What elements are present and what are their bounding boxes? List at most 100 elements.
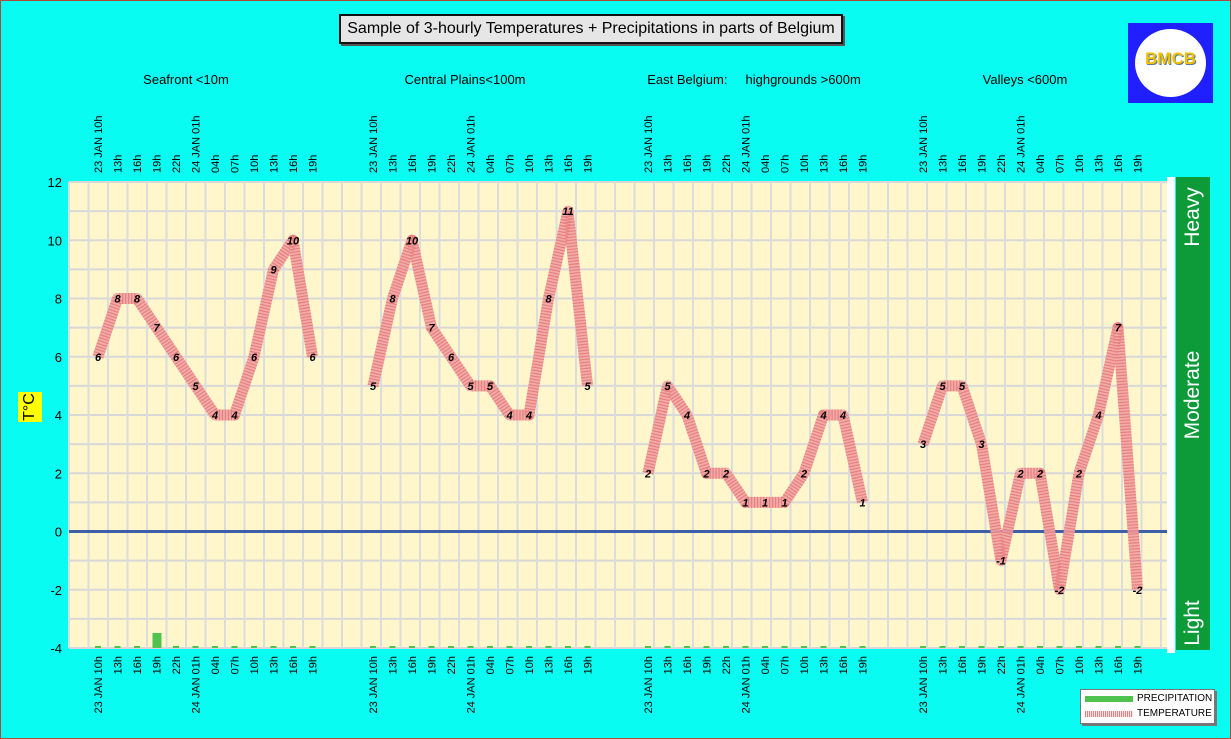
y-axis-label-text: T°C: [21, 393, 38, 421]
temperature-value-label: 9: [270, 264, 277, 276]
x-tick-label-top: 22h: [446, 155, 458, 173]
x-tick-label-bottom: 16h: [1113, 656, 1125, 674]
bmcb-logo: BMCB: [1128, 23, 1213, 103]
x-tick-label-top: 16h: [1113, 155, 1125, 173]
x-tick-label-top: 19h: [702, 155, 714, 173]
x-tick-label-top: 23 JAN 10h: [93, 116, 105, 173]
temperature-value-label: 4: [525, 410, 532, 422]
chart-legend: PRECIPITATION TEMPERATURE: [1080, 689, 1215, 724]
x-tick-label-bottom: 13h: [1094, 656, 1106, 674]
x-tick-label-top: 13h: [1094, 155, 1106, 173]
temperature-value-label: 1: [859, 497, 865, 509]
y-tick-label: 6: [55, 350, 62, 365]
temperature-value-label: 10: [406, 235, 419, 247]
temperature-value-label: -2: [1055, 585, 1065, 597]
x-tick-label-bottom: 19h: [583, 656, 595, 674]
temperature-value-label: 6: [448, 352, 455, 364]
x-tick-label-top: 19h: [977, 155, 989, 173]
temperature-value-label: 3: [920, 439, 926, 451]
x-tick-label-top: 13h: [269, 155, 281, 173]
temperature-value-label: 5: [192, 381, 199, 393]
x-tick-label-bottom: 19h: [427, 656, 439, 674]
x-tick-label-bottom: 19h: [702, 656, 714, 674]
temperature-value-label: 2: [644, 468, 651, 480]
x-tick-label-bottom: 22h: [171, 656, 183, 674]
x-tick-label-top: 23 JAN 10h: [368, 116, 380, 173]
x-tick-label-bottom: 22h: [446, 656, 458, 674]
x-tick-label-top: 16h: [838, 155, 850, 173]
temperature-value-label: 7: [1115, 323, 1122, 335]
x-tick-label-bottom: 19h: [858, 656, 870, 674]
x-tick-label-bottom: 23 JAN 10h: [368, 656, 380, 713]
x-tick-label-bottom: 22h: [721, 656, 733, 674]
y-tick-label: 0: [55, 525, 62, 540]
x-tick-label-bottom: 13h: [663, 656, 675, 674]
x-tick-label-bottom: 19h: [308, 656, 320, 674]
x-tick-label-bottom: 04h: [760, 656, 772, 674]
x-tick-label-bottom: 13h: [938, 656, 950, 674]
temperature-value-label: 5: [959, 381, 966, 393]
temperature-value-label: 4: [1094, 410, 1101, 422]
legend-swatch-precipitation: [1085, 696, 1133, 702]
x-tick-label-bottom: 16h: [288, 656, 300, 674]
temperature-value-label: 4: [839, 410, 846, 422]
temperature-value-label: -2: [1133, 585, 1143, 597]
x-tick-label-top: 16h: [563, 155, 575, 173]
x-tick-label-top: 10h: [799, 155, 811, 173]
region-label-valleys: Valleys <600m: [982, 72, 1068, 87]
x-tick-label-bottom: 16h: [563, 656, 575, 674]
x-tick-label-top: 22h: [996, 155, 1008, 173]
temperature-value-label: 6: [95, 352, 102, 364]
y-tick-label: 4: [55, 408, 62, 423]
x-tick-label-bottom: 07h: [505, 656, 517, 674]
intensity-light: Light: [1181, 600, 1204, 646]
temperature-series-hatch-1: [367, 205, 593, 421]
temperature-value-label: 2: [1016, 468, 1023, 480]
x-tick-label-top: 13h: [938, 155, 950, 173]
x-tick-label-top: 24 JAN 01h: [466, 116, 478, 173]
x-tick-label-top: 24 JAN 01h: [191, 116, 203, 173]
x-tick-label-bottom: 16h: [132, 656, 144, 674]
x-tick-label-top: 04h: [1035, 155, 1047, 173]
x-tick-label-top: 16h: [682, 155, 694, 173]
intensity-heavy: Heavy: [1181, 187, 1204, 247]
temperature-value-label: 2: [702, 468, 709, 480]
x-tick-label-bottom: 04h: [485, 656, 497, 674]
temperature-value-label: 7: [428, 323, 435, 335]
temperature-value-label: 4: [819, 410, 826, 422]
x-tick-label-bottom: 07h: [230, 656, 242, 674]
x-tick-label-bottom: 10h: [1074, 656, 1086, 674]
temperature-value-label: 6: [251, 352, 258, 364]
x-tick-label-bottom: 16h: [838, 656, 850, 674]
x-tick-label-bottom: 23 JAN 10h: [93, 656, 105, 713]
logo-badge-icon: [1135, 29, 1206, 97]
x-tick-label-top: 19h: [1133, 155, 1145, 173]
y-axis-label: T°C: [18, 392, 42, 422]
temperature-value-label: 4: [211, 410, 218, 422]
temperature-value-label: 5: [939, 381, 946, 393]
x-tick-label-top: 10h: [1074, 155, 1086, 173]
x-tick-label-top: 19h: [308, 155, 320, 173]
temperature-value-label: 1: [781, 497, 787, 509]
chart-title: Sample of 3-hourly Temperatures + Precip…: [339, 14, 843, 44]
x-tick-label-top: 24 JAN 01h: [741, 116, 753, 173]
x-tick-label-bottom: 19h: [1133, 656, 1145, 674]
temperature-value-label: 6: [309, 352, 316, 364]
x-tick-label-top: 13h: [113, 155, 125, 173]
temperature-value-label: 5: [370, 381, 377, 393]
x-tick-label-bottom: 24 JAN 01h: [191, 656, 203, 713]
temperature-value-label: 8: [114, 294, 121, 306]
temperature-series-2: [642, 380, 868, 508]
temperature-value-label: 10: [287, 235, 300, 247]
x-tick-label-top: 19h: [427, 155, 439, 173]
temperature-value-label: 4: [230, 410, 237, 422]
y-tick-label: 12: [48, 175, 62, 190]
temperature-value-label: 4: [505, 410, 512, 422]
x-tick-label-top: 04h: [210, 155, 222, 173]
x-tick-label-bottom: 24 JAN 01h: [466, 656, 478, 713]
precipitation-bar: [152, 633, 162, 648]
temperature-value-label: 5: [487, 381, 494, 393]
x-tick-label-bottom: 07h: [780, 656, 792, 674]
x-tick-label-bottom: 13h: [388, 656, 400, 674]
